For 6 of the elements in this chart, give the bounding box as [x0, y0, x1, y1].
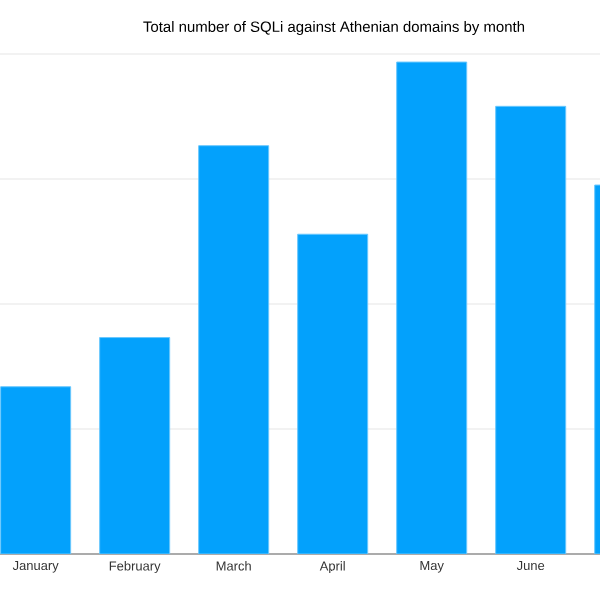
bar	[0, 386, 72, 554]
bar	[396, 61, 468, 554]
bar	[99, 337, 171, 554]
bar	[297, 233, 369, 554]
bar	[495, 105, 567, 554]
bar	[198, 145, 270, 554]
